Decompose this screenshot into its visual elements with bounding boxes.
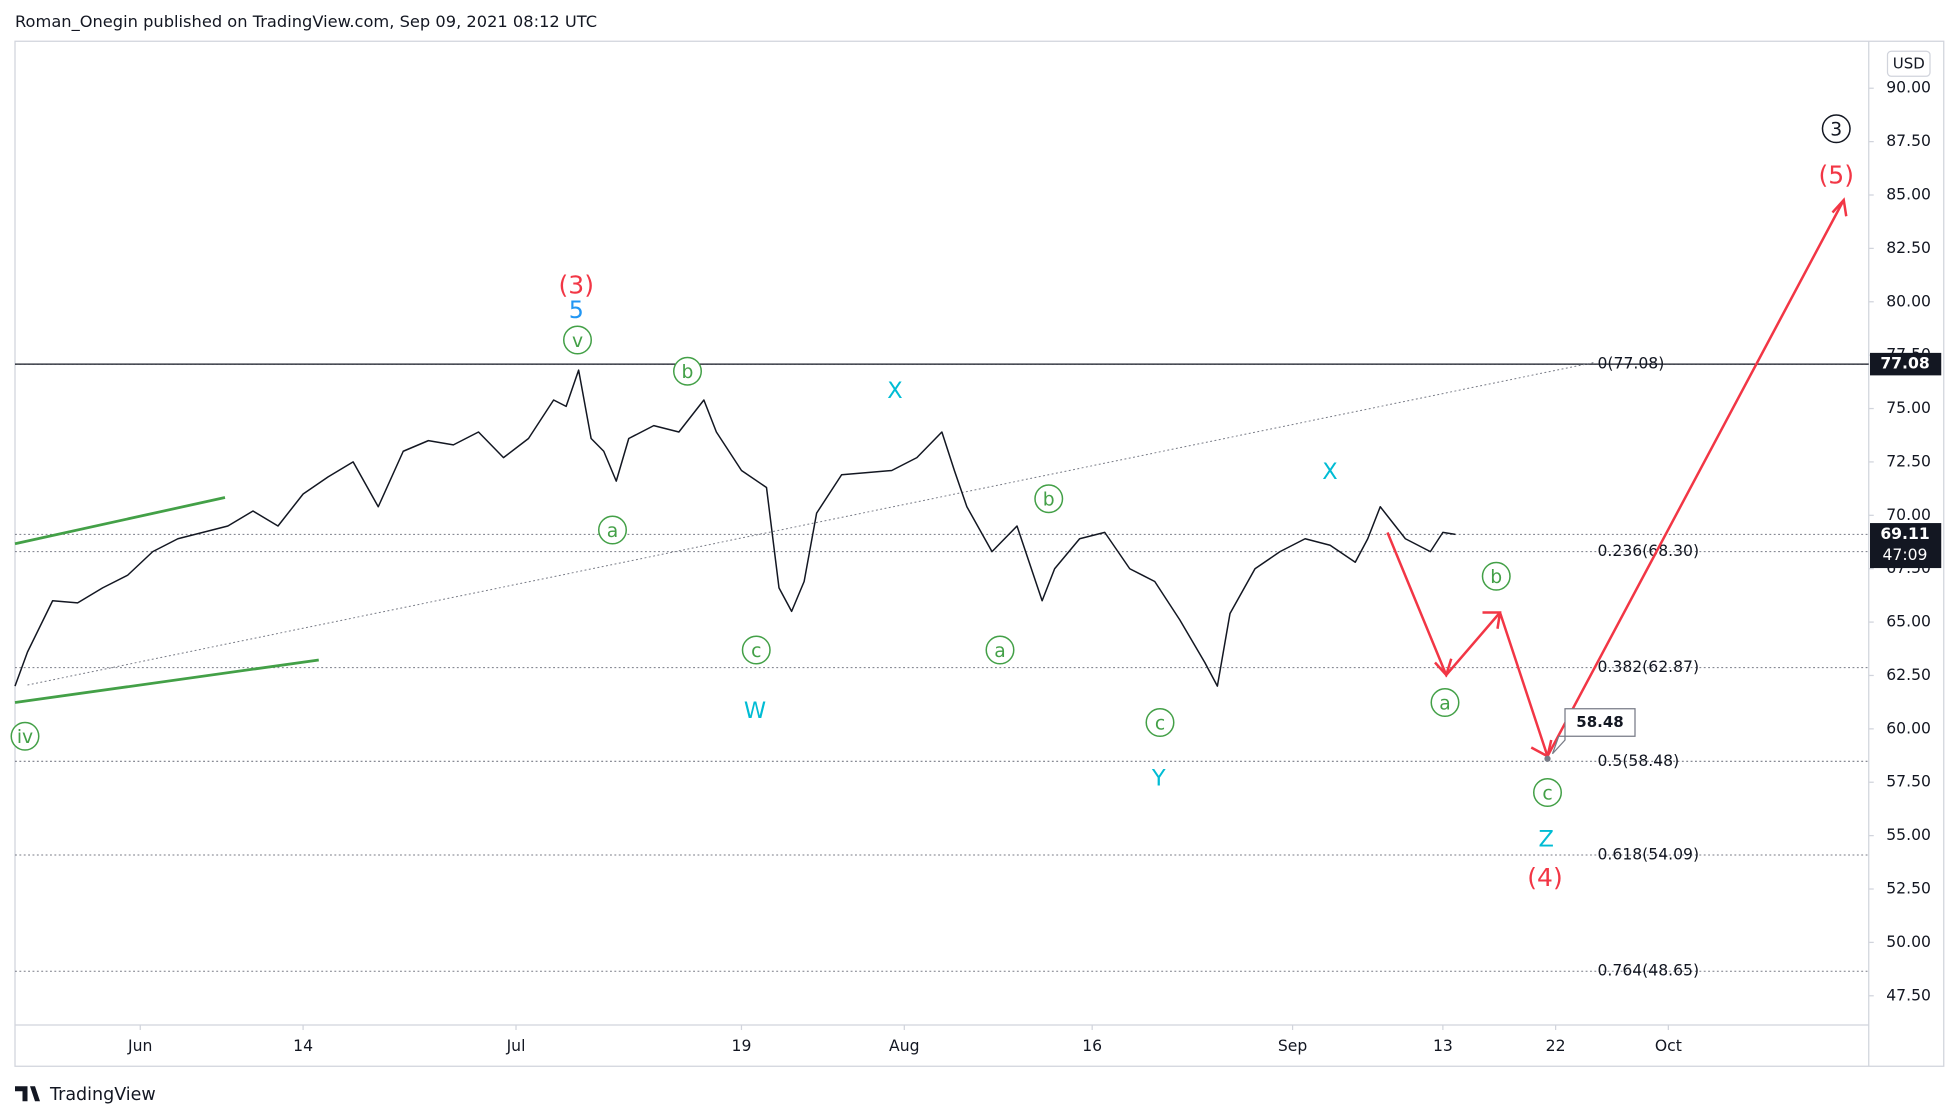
x-tick-label: 22 [1546,1037,1566,1055]
y-tick-label: 52.50 [1886,880,1931,898]
wave-label: (5) [1819,160,1854,189]
brand-logo [15,1086,41,1102]
wave-circle [1430,687,1460,717]
trend-line [14,658,319,704]
level-box [1870,352,1942,376]
wave-label: a [994,641,1006,662]
wave-circle [1145,707,1175,737]
y-tick-label: 87.50 [1886,132,1931,150]
wave-label: Z [1539,827,1554,853]
wave-label: c [751,641,761,662]
x-tick-label: Jun [127,1037,152,1055]
wave-circle [673,356,703,386]
wave-label: b [1490,567,1502,588]
y-tick-label: 90.00 [1886,79,1931,97]
x-tick-label: Sep [1278,1037,1308,1055]
wave-circle [741,635,771,665]
y-tick-label: 70.00 [1886,506,1931,524]
wave-circle [10,721,40,751]
currency-box [1886,50,1931,77]
last-price-label: 69.11 [1880,525,1929,543]
arrow-head [1530,739,1553,759]
wave-label: 3 [1830,120,1842,141]
y-tick-label: 55.00 [1886,826,1931,844]
callout-label: 58.48 [1576,713,1623,731]
projection-path [1386,532,1501,678]
x-tick-label: 13 [1433,1037,1453,1055]
callout-box [1551,708,1636,755]
trend-line [14,496,226,546]
level-label: 77.08 [1880,355,1929,373]
brand: TradingView [15,1085,156,1105]
wave-label: iv [17,727,33,748]
x-tick-label: 16 [1082,1037,1102,1055]
wave-label: b [682,362,694,383]
y-tick-label: 62.50 [1886,666,1931,684]
y-tick-label: 47.50 [1886,986,1931,1004]
wave-circle [1821,114,1851,144]
x-tick-label: Aug [889,1037,919,1055]
fib-label: 0.382(62.87) [1598,658,1700,676]
wave-labels: (3)5 v b a c W Xb a c Y Xb a c Z (4) iv 3 (5) [10,114,1854,892]
y-tick-label: 60.00 [1886,719,1931,737]
fib-label: 0.5(58.48) [1598,752,1680,770]
wave-label: (4) [1527,863,1562,892]
wave-label: Y [1151,765,1166,791]
x-tick-label: 14 [293,1037,313,1055]
fib-label: 0.236(68.30) [1598,542,1700,560]
wave-label: 5 [569,296,584,324]
wave-label: c [1155,713,1165,734]
y-tick-label: 50.00 [1886,933,1931,951]
y-tick-label: 75.00 [1886,399,1931,417]
anchor-dot [1544,755,1551,762]
wave-label: c [1542,783,1552,804]
arrow-head [1434,658,1453,678]
countdown: 47:09 [1883,546,1928,564]
x-tick-label: 19 [732,1037,752,1055]
price-line [14,369,1456,687]
currency: USD [1893,54,1925,72]
y-tick-label: 72.50 [1886,452,1931,470]
x-tick-label: Jul [506,1037,526,1055]
brand-name: TradingView [49,1085,156,1105]
y-tick-label: 80.00 [1886,292,1931,310]
levels: 0(77.08)0.236(68.30)0.382(62.87)0.5(58.4… [15,355,1869,980]
wave-circle [563,325,593,355]
wave-circle [598,515,628,545]
y-tick-label: 65.00 [1886,613,1931,631]
y-tick-label: 57.50 [1886,773,1931,791]
y-tick-label: 85.00 [1886,186,1931,204]
wave-circle [1034,484,1064,514]
wave-label: W [744,698,766,724]
wave-circle [1532,777,1562,807]
fib-label: 0.618(54.09) [1598,846,1700,864]
wave-circle [1481,561,1511,591]
fib-label: 0.764(48.65) [1598,962,1700,980]
wave-label: X [1322,459,1337,485]
wave-label: (3) [559,270,594,299]
y-tick-label: 82.50 [1886,239,1931,257]
wave-label: a [607,521,619,542]
arrow-head [1831,197,1848,217]
wave-label: v [572,331,583,352]
price-layer [14,369,1456,687]
last-price-box [1870,523,1942,569]
wave-label: X [887,378,902,404]
frame [14,40,1945,1067]
diagonal-line [27,362,1594,686]
publisher-line: Roman_Onegin published on TradingView.co… [15,12,597,32]
wave-label: b [1043,490,1055,511]
wave-circle [985,635,1015,665]
x-tick-label: Oct [1655,1037,1682,1055]
wave-label: a [1439,693,1451,714]
